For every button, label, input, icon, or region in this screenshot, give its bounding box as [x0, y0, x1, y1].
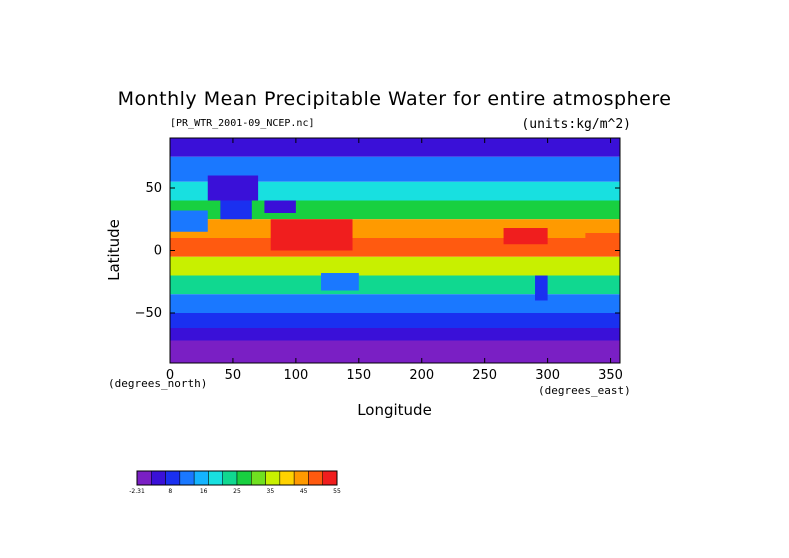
colorbar-tick-label: -2.31 [129, 488, 145, 495]
zonal-band [170, 138, 620, 157]
x-tick-label: 50 [225, 368, 242, 383]
x-tick-label: 150 [346, 368, 371, 383]
field-region [270, 219, 353, 251]
x-tick-label: 200 [409, 368, 434, 383]
colorbar-swatch [308, 470, 323, 486]
colorbar-tick-label: 35 [267, 488, 275, 495]
colorbar-swatch [165, 470, 181, 486]
x-tick-label: 350 [598, 368, 623, 383]
zonal-band [170, 275, 620, 295]
field-region [321, 273, 359, 291]
x-tick-label: 250 [472, 368, 497, 383]
field-region [503, 228, 548, 245]
precipitable-water-field [170, 138, 620, 363]
x-unit-label: (degrees_east) [538, 384, 631, 397]
colorbar-swatch [136, 470, 152, 486]
chart-title: Monthly Mean Precipitable Water for enti… [117, 88, 672, 110]
y-tick-label: 0 [154, 244, 162, 259]
y-tick-label: 50 [145, 181, 162, 196]
x-tick-label: 100 [283, 368, 308, 383]
colorbar-swatch [179, 470, 195, 486]
colorbar-swatch [222, 470, 238, 486]
colorbar-tick-label: 45 [300, 488, 308, 495]
y-axis-label: Latitude [105, 219, 123, 281]
field-region [264, 200, 296, 213]
x-axis-label: Longitude [357, 401, 432, 419]
colorbar-tick-label: 25 [233, 488, 241, 495]
x-tick-label: 300 [535, 368, 560, 383]
colorbar-swatch [265, 470, 281, 486]
axes: 0 50 100 150 200 250 300 350 50 0 −50 [135, 137, 623, 383]
zonal-band [170, 340, 620, 363]
y-tick-label: −50 [135, 306, 162, 321]
y-unit-label: (degrees_north) [108, 377, 208, 390]
colorbar-swatch [322, 470, 338, 486]
colorbar-swatch [151, 470, 166, 486]
zonal-band [170, 313, 620, 328]
zonal-band [170, 238, 620, 257]
colorbar-tick-label: 16 [200, 488, 208, 495]
field-region [535, 275, 548, 301]
colorbar: -2.31 8 16 25 35 45 55 [129, 470, 341, 495]
colorbar-swatch [236, 470, 252, 486]
colorbar-swatch [251, 470, 266, 486]
source-file-label: [PR_WTR_2001-09_NCEP.nc] [170, 118, 315, 129]
zonal-band [170, 181, 620, 201]
field-region [207, 175, 259, 201]
colorbar-tick-label: 55 [333, 488, 341, 495]
zonal-band [170, 294, 620, 313]
colorbar-swatch [293, 470, 309, 486]
zonal-band [170, 219, 620, 238]
field-region [585, 233, 620, 248]
x-tick-label: 0 [166, 368, 174, 383]
zonal-band [170, 328, 620, 341]
zonal-band [170, 256, 620, 276]
colorbar-swatch [208, 470, 223, 486]
field-region [170, 210, 208, 232]
colorbar-frame [136, 470, 338, 486]
units-label: (units:kg/m^2) [521, 117, 631, 132]
colorbar-tick-label: 8 [168, 488, 172, 495]
colorbar-swatch [193, 470, 209, 486]
colorbar-swatch [279, 470, 295, 486]
